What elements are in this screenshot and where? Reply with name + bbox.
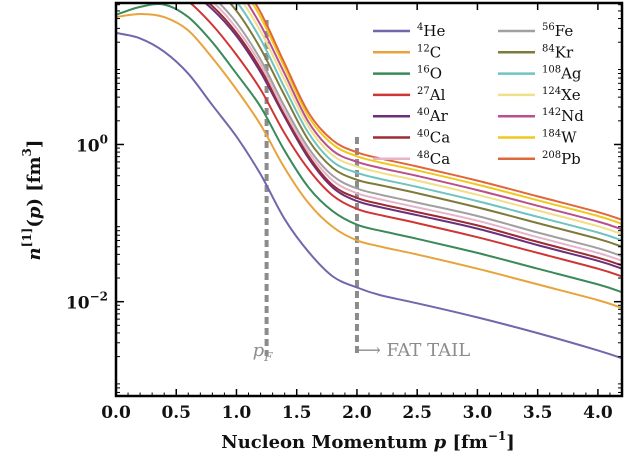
legend-label: 142Nd	[542, 107, 584, 125]
legend-entry-ag-108: 108Ag	[498, 65, 582, 83]
legend-label: 56Fe	[542, 22, 573, 40]
legend-entry-w-184: 184W	[498, 129, 577, 147]
legend-label: 184W	[542, 129, 577, 147]
y-tick-label: 10−2	[66, 290, 108, 314]
legend-entry-pb-208: 208Pb	[498, 150, 581, 168]
x-tick-label: 1.5	[282, 403, 312, 423]
y-tick-label: 100	[76, 132, 108, 156]
x-tick-label: 3.0	[463, 403, 493, 423]
series-line-fe-56	[217, 3, 622, 258]
series-line-c-12	[116, 12, 622, 309]
legend-entry-o-16: 16O	[373, 65, 442, 83]
fermi-momentum-label: pF	[253, 340, 274, 364]
legend-label: 40Ca	[417, 129, 450, 147]
series-line-o-16	[116, 3, 622, 294]
legend-entry-ca-40: 40Ca	[373, 129, 450, 147]
series-line-w-184	[251, 3, 622, 225]
x-tick-label: 1.0	[222, 403, 252, 423]
legend-entry-ar-40: 40Ar	[373, 107, 449, 125]
legend-entry-al-27: 27Al	[373, 86, 446, 104]
series-line-ag-108	[236, 3, 622, 242]
legend-entry-ca-48: 48Ca	[373, 150, 450, 168]
series-line-pb-208	[254, 3, 622, 221]
legend-label: 124Xe	[542, 86, 581, 104]
fat-tail-label: ⟶ FAT TAIL	[355, 340, 470, 361]
legend-label: 4He	[417, 22, 445, 40]
legend-entry-xe-124: 124Xe	[498, 86, 581, 104]
y-axis-label: n[1](p) [fm3]	[20, 140, 45, 261]
series-line-ar-40	[203, 3, 622, 270]
legend-label: 16O	[417, 65, 442, 83]
legend-label: 27Al	[417, 86, 446, 104]
x-tick-label: 2.0	[342, 403, 372, 423]
legend-label: 208Pb	[542, 150, 581, 168]
series-line-al-27	[188, 3, 622, 278]
series-line-he-4	[116, 31, 622, 360]
legend-entry-fe-56: 56Fe	[498, 22, 573, 40]
series-line-xe-124	[242, 3, 622, 236]
x-tick-label: 0.0	[101, 403, 131, 423]
axis-labels: Nucleon Momentum p [fm−1] n[1](p) [fm3]	[20, 140, 515, 453]
x-axis-label: Nucleon Momentum p [fm−1]	[221, 429, 515, 453]
series-line-nd-142	[246, 3, 622, 231]
legend: 4He 12C 16O 27Al 40Ar 40Ca 48Ca 56Fe 84Kr 108Ag 12…	[373, 22, 584, 168]
legend-label: 108Ag	[542, 65, 582, 83]
legend-entry-he-4: 4He	[373, 22, 445, 40]
x-tick-label: 2.5	[402, 403, 432, 423]
legend-entry-c-12: 12C	[373, 43, 441, 61]
legend-label: 12C	[417, 43, 441, 61]
legend-entry-kr-84: 84Kr	[498, 43, 574, 61]
legend-label: 84Kr	[542, 43, 574, 61]
series-line-ca-48	[212, 3, 622, 262]
axis-ticks: 0.00.51.01.52.02.53.03.54.010210010−2	[66, 3, 622, 423]
series-lines	[116, 3, 622, 360]
x-tick-label: 3.5	[523, 403, 553, 423]
series-line-ca-40	[207, 3, 622, 267]
x-tick-label: 4.0	[583, 403, 613, 423]
series-line-kr-84	[228, 3, 622, 248]
legend-entry-nd-142: 142Nd	[498, 107, 584, 125]
legend-label: 40Ar	[417, 107, 449, 125]
x-tick-label: 0.5	[161, 403, 191, 423]
legend-label: 48Ca	[417, 150, 450, 168]
